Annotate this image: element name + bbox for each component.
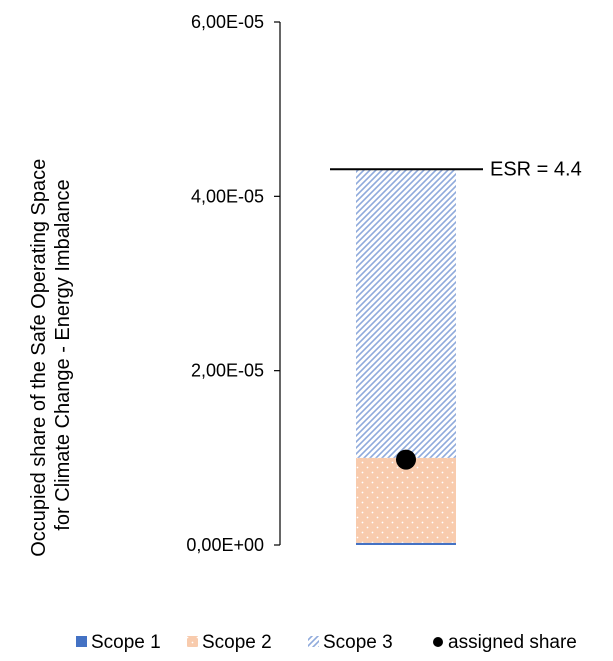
y-tick-label: 6,00E-05 xyxy=(191,12,264,32)
y-axis: 0,00E+00 2,00E-05 4,00E-05 6,00E-05 xyxy=(186,12,281,555)
legend-scope-2-label: Scope 2 xyxy=(202,632,272,653)
bar-segment-scope-1 xyxy=(356,542,456,545)
legend-assigned-share-label: assigned share xyxy=(448,632,577,653)
reference-line-group: ESR = 4.4 xyxy=(330,158,582,180)
legend-scope-1-label: Scope 1 xyxy=(91,632,161,653)
y-axis-title: Occupied share of the Safe Operating Spa… xyxy=(28,153,74,557)
y-axis-title-line-1: Occupied share of the Safe Operating Spa… xyxy=(28,159,50,557)
legend-scope-3-swatch xyxy=(308,636,319,647)
y-tick-label: 4,00E-05 xyxy=(191,186,264,206)
legend-scope-2-swatch xyxy=(187,636,198,647)
y-tick-label: 2,00E-05 xyxy=(191,361,264,381)
assigned-share-marker xyxy=(396,449,416,470)
legend-scope-3-label: Scope 3 xyxy=(323,632,393,653)
legend-assigned-share-swatch xyxy=(433,637,443,647)
y-tick-label: 0,00E+00 xyxy=(186,535,264,555)
legend-scope-1-swatch xyxy=(76,636,87,647)
bar-segment-scope-3 xyxy=(356,169,456,458)
marker-group xyxy=(396,449,416,470)
esr-label: ESR = 4.4 xyxy=(490,158,582,180)
y-axis-title-line-2: for Climate Change - Energy Imbalance xyxy=(52,179,74,530)
stacked-bar xyxy=(356,169,456,545)
bar-segment-scope-2 xyxy=(356,457,456,543)
legend: Scope 1 Scope 2 Scope 3 assigned share xyxy=(76,632,577,653)
